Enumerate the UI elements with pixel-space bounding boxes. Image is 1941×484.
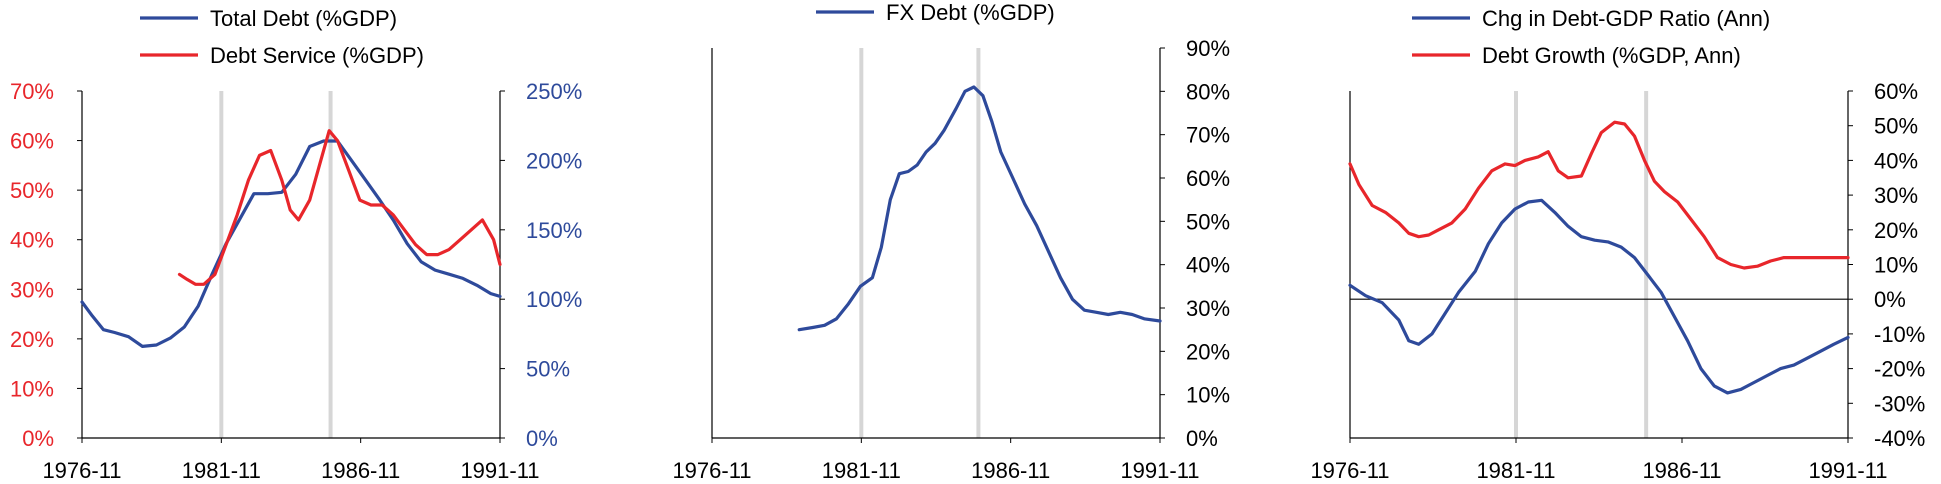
left-axis-tick-label: 50% [10, 178, 54, 203]
chart-panel-2: 0% 10% 20% 30% 40% 50% 60% 70% 80% 90% 1976-11 1981… [672, 0, 1230, 483]
right-axis-tick-label: 50% [1186, 209, 1230, 234]
right-axis-tick-label: 0% [1186, 426, 1218, 451]
x-axis-tick-label: 1986-11 [1642, 458, 1721, 483]
left-axis-tick-label: 20% [10, 327, 54, 352]
right-axis-tick-label: -30% [1874, 391, 1925, 416]
x-axis-tick-label: 1981-11 [182, 458, 261, 483]
right-axis-tick-label: 0% [526, 426, 558, 451]
left-axis-tick-label: 10% [10, 376, 54, 401]
right-axis-tick-label: 40% [1186, 253, 1230, 278]
x-axis-tick-label: 1986-11 [321, 458, 400, 483]
x-axis-tick-label: 1991-11 [1808, 458, 1887, 483]
right-axis-tick-label: 10% [1874, 253, 1918, 278]
series-line-debt-growth-gdp-ann [1348, 120, 1850, 270]
legend-label: Chg in Debt-GDP Ratio (Ann) [1482, 6, 1770, 31]
right-axis-tick-label: 150% [526, 218, 582, 243]
legend-label: FX Debt (%GDP) [886, 0, 1055, 25]
right-axis-tick-label: 0% [1874, 287, 1906, 312]
x-axis-tick-label: 1991-11 [1120, 458, 1199, 483]
legend-label: Debt Growth (%GDP, Ann) [1482, 43, 1741, 68]
right-axis-tick-label: 200% [526, 148, 582, 173]
right-axis-tick-label: 30% [1874, 183, 1918, 208]
chart-panel-1: 0% 50% 100% 150% 200% 250% 0% 10% 20% 30% 40% 50% 60… [10, 6, 582, 483]
x-axis-tick-label: 1976-11 [672, 458, 751, 483]
x-axis-tick-label: 1986-11 [971, 458, 1050, 483]
series-line-debt-service-gdp [177, 129, 502, 286]
left-axis-tick-label: 70% [10, 79, 54, 104]
right-axis-tick-label: 50% [1874, 114, 1918, 139]
chart-panel-3: -40% -30% -20% -10% 0% 10% 20% 30% 40% 50% 60% 1976… [1310, 6, 1925, 483]
right-axis-tick-label: 10% [1186, 383, 1230, 408]
right-axis-tick-label: 30% [1186, 296, 1230, 321]
legend-label: Total Debt (%GDP) [210, 6, 397, 31]
left-axis-tick-label: 0% [22, 426, 54, 451]
x-axis-tick-label: 1976-11 [1310, 458, 1389, 483]
x-axis-tick-label: 1991-11 [460, 458, 539, 483]
right-axis-tick-label: 90% [1186, 36, 1230, 61]
right-axis-tick-label: 100% [526, 287, 582, 312]
right-axis-tick-label: 40% [1874, 148, 1918, 173]
left-axis-tick-label: 40% [10, 228, 54, 253]
right-axis-tick-label: 60% [1186, 166, 1230, 191]
series-line-total-debt-gdp [80, 139, 502, 348]
right-axis-tick-label: 60% [1874, 79, 1918, 104]
series-line-fx-debt-gdp [797, 85, 1162, 332]
right-axis-tick-label: -10% [1874, 322, 1925, 347]
right-axis-tick-label: 20% [1874, 218, 1918, 243]
left-axis-tick-label: 30% [10, 277, 54, 302]
legend-label: Debt Service (%GDP) [210, 43, 424, 68]
series-line-chg-in-debt-gdp-ratio-ann [1348, 198, 1850, 395]
x-axis-tick-label: 1981-11 [1476, 458, 1555, 483]
right-axis-tick-label: 80% [1186, 79, 1230, 104]
right-axis-tick-label: 250% [526, 79, 582, 104]
right-axis-tick-label: 20% [1186, 339, 1230, 364]
left-axis-tick-label: 60% [10, 129, 54, 154]
right-axis-tick-label: 70% [1186, 123, 1230, 148]
right-axis-tick-label: -20% [1874, 357, 1925, 382]
x-axis-tick-label: 1981-11 [822, 458, 901, 483]
x-axis-tick-label: 1976-11 [42, 458, 121, 483]
right-axis-tick-label: -40% [1874, 426, 1925, 451]
right-axis-tick-label: 50% [526, 357, 570, 382]
